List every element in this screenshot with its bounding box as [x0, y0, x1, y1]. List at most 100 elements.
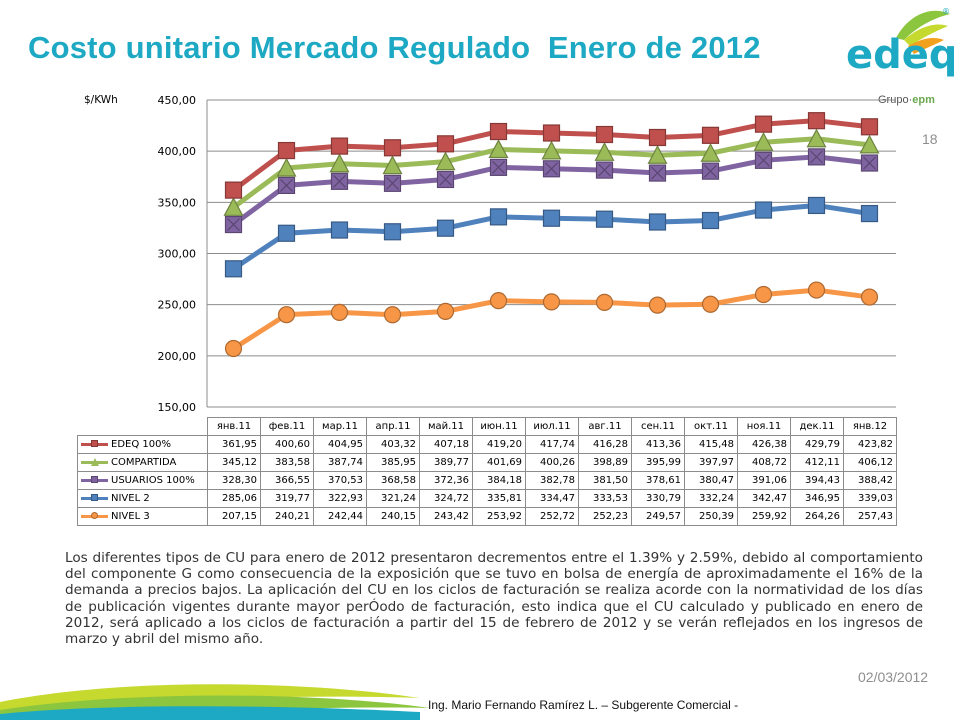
data-point [754, 201, 773, 219]
data-label: 322,93 [313, 489, 367, 508]
data-point [648, 213, 667, 231]
data-label: 332,24 [684, 489, 738, 508]
data-point-cross [810, 150, 823, 164]
legend-label: EDEQ 100% [111, 439, 171, 450]
legend-label: NIVEL 2 [111, 493, 150, 504]
logo-group-brand: epm [912, 94, 935, 106]
x-tick-label: янв.11 [207, 417, 261, 436]
data-label: 389,77 [419, 453, 473, 472]
data-point [595, 210, 614, 228]
legend-entry: NIVEL 3 [77, 507, 208, 526]
legend-entry: EDEQ 100% [77, 435, 208, 454]
data-label: 382,78 [525, 471, 579, 490]
data-label: 423,82 [843, 435, 897, 454]
data-point [860, 204, 879, 223]
series-edeq-100- [224, 112, 879, 199]
data-point [594, 142, 615, 161]
data-point-cross [333, 174, 346, 188]
data-label: 404,95 [313, 435, 367, 454]
data-point [542, 209, 561, 227]
legend-entry: USUARIOS 100% [77, 471, 208, 490]
x-tick-label: июл.11 [525, 417, 579, 436]
x-tick-label: окт.11 [684, 417, 738, 436]
data-point [489, 208, 508, 226]
data-label: 372,36 [419, 471, 473, 490]
data-label: 388,42 [843, 471, 897, 490]
data-point-cross [439, 173, 452, 186]
page-title: Costo unitario Mercado Regulado Enero de… [28, 30, 761, 65]
data-label: 391,06 [737, 471, 791, 490]
data-point [647, 144, 668, 164]
chart-series [223, 112, 880, 358]
legend-label: COMPARTIDA [111, 457, 177, 468]
x-tick-label: дек.11 [790, 417, 844, 436]
data-point [701, 295, 720, 313]
legend-key [81, 458, 108, 466]
table-row: EDEQ 100% 361,95 400,60 404,95 403,32 407,18 4… [77, 435, 897, 454]
table-row: NIVEL 3 207,15 240,21 242,44 240,15 243,42 253… [77, 507, 897, 526]
data-label: 339,03 [843, 489, 897, 508]
data-point [700, 142, 721, 162]
legend-label: NIVEL 3 [111, 511, 150, 522]
data-label: 398,89 [578, 453, 632, 472]
data-label: 257,43 [843, 507, 897, 526]
data-point [489, 292, 508, 310]
data-point [860, 118, 879, 136]
data-point [754, 115, 773, 133]
data-point-cross [545, 162, 558, 176]
data-label: 417,74 [525, 435, 579, 454]
y-tick-label: 150,00 [158, 401, 197, 414]
series-nivel-3 [224, 281, 879, 358]
data-label: 366,55 [260, 471, 314, 490]
x-tick-label: сен.11 [631, 417, 685, 436]
data-label: 345,12 [207, 453, 261, 472]
data-point [383, 306, 402, 324]
y-tick-label: 450,00 [158, 94, 197, 107]
data-label: 401,69 [472, 453, 526, 472]
data-label: 259,92 [737, 507, 791, 526]
data-label: 361,95 [207, 435, 261, 454]
data-point [807, 112, 826, 130]
data-label: 385,95 [366, 453, 420, 472]
table-row: USUARIOS 100% 328,30 366,55 370,53 368,58 372… [77, 471, 897, 490]
data-label: 400,60 [260, 435, 314, 454]
data-point-cross [280, 178, 293, 192]
data-point [806, 128, 827, 148]
data-point [330, 221, 349, 239]
legend-key [81, 494, 108, 502]
y-tick-label: 400,00 [158, 145, 197, 158]
table-row: NIVEL 2 285,06 319,77 322,93 321,24 324,72 335… [77, 489, 897, 508]
data-label: 415,48 [684, 435, 738, 454]
x-tick-label: июн.11 [472, 417, 526, 436]
footer-swoosh [0, 684, 430, 720]
data-point [436, 219, 455, 237]
data-point [701, 126, 720, 144]
data-point-cross [386, 176, 399, 190]
series-nivel-2 [224, 196, 879, 278]
data-label: 368,58 [366, 471, 420, 490]
data-label: 429,79 [790, 435, 844, 454]
legend-key-marker [91, 494, 98, 501]
legend-key-marker [91, 458, 99, 466]
data-point-cross [757, 153, 770, 167]
data-label: 395,99 [631, 453, 685, 472]
legend-key [81, 512, 108, 520]
logo-wordmark: edeq [846, 32, 954, 78]
data-label: 321,24 [366, 489, 420, 508]
data-point [541, 140, 562, 160]
chart-data-table: янв.11 фев.11 мар.11 апр.11 май.11 июн.11 июл.… [77, 417, 897, 526]
y-tick-label: 200,00 [158, 350, 197, 363]
series-compartida [223, 128, 880, 216]
x-tick-label: мар.11 [313, 417, 367, 436]
table-row: COMPARTIDA 345,12 383,58 387,74 385,95 389,77… [77, 453, 897, 472]
x-tick-label: авг.11 [578, 417, 632, 436]
data-point [330, 303, 349, 322]
data-label: 378,61 [631, 471, 685, 490]
y-axis-ticks: 150,00 200,00 250,00 300,00 350,00 400,00 450,… [158, 94, 197, 414]
table-corner [78, 418, 208, 436]
y-axis-label: $/KWh [84, 94, 118, 106]
data-point [436, 135, 455, 153]
series-usuarios-100- [224, 148, 879, 234]
data-point [277, 141, 296, 160]
data-point [807, 281, 826, 299]
